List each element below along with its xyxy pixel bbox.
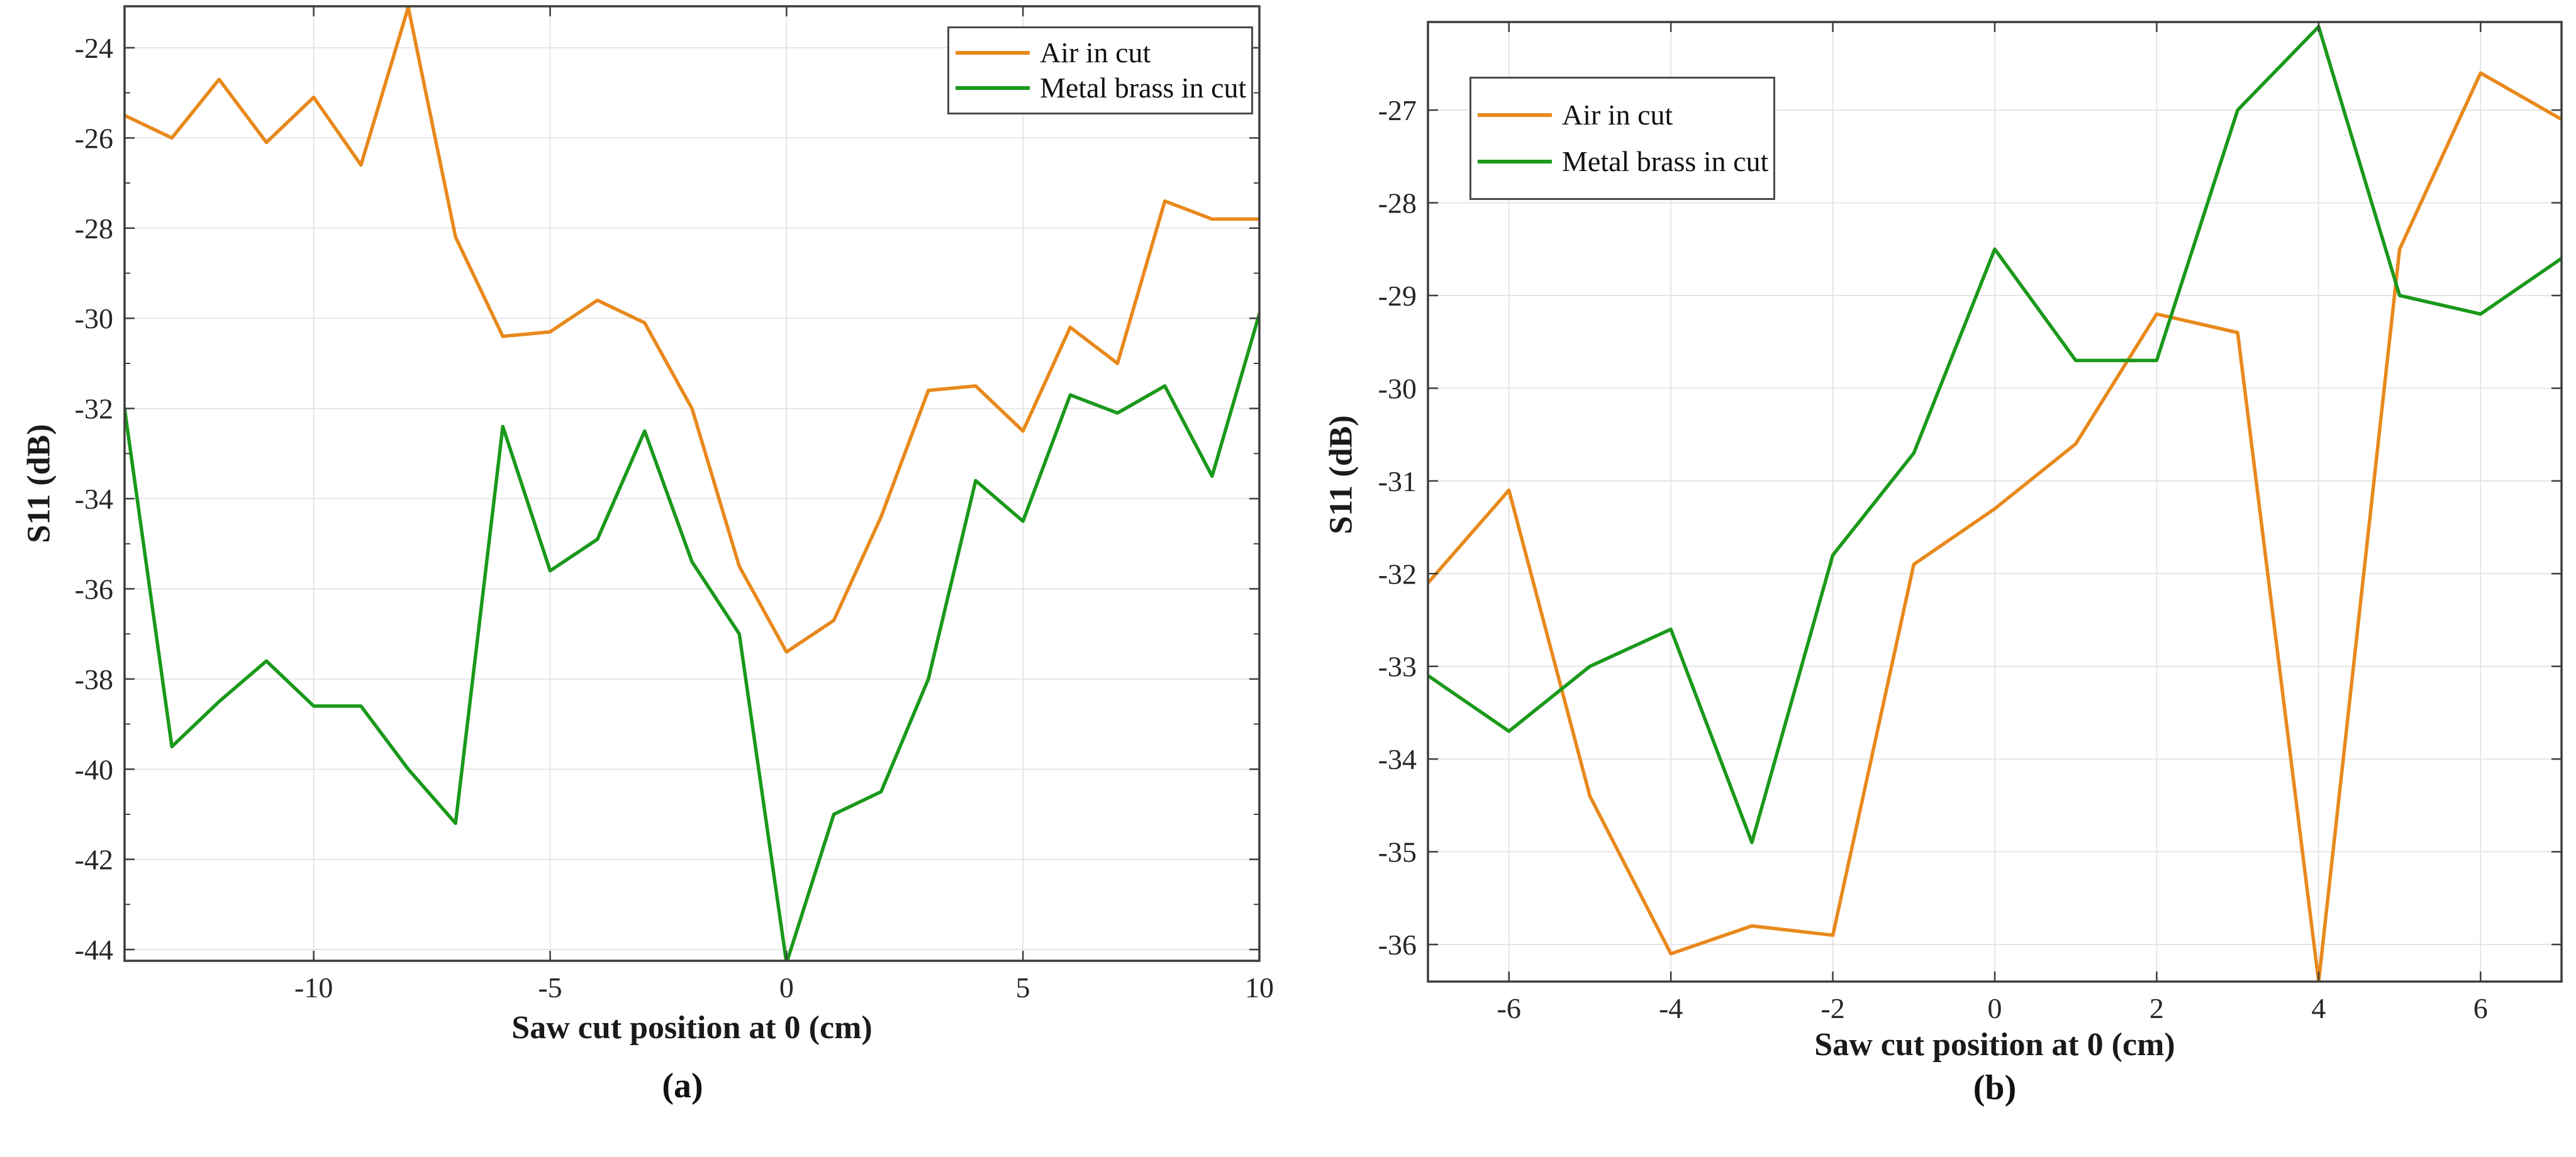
y-tick-label: -30 bbox=[75, 302, 113, 335]
x-tick-label: 2 bbox=[2149, 992, 2164, 1024]
legend-row: Air in cut bbox=[1478, 98, 1767, 131]
x-tick-label: 5 bbox=[1016, 972, 1030, 1004]
y-tick-label: -40 bbox=[75, 753, 113, 785]
x-tick-label: -5 bbox=[538, 972, 562, 1004]
y-tick-label: -31 bbox=[1378, 465, 1417, 497]
y-tick-label: -24 bbox=[75, 32, 113, 64]
chart-a-legend: Air in cut Metal brass in cut bbox=[947, 26, 1253, 114]
y-tick-label: -36 bbox=[1378, 929, 1417, 961]
chart-b-caption: (b) bbox=[1973, 1068, 2017, 1107]
legend-label-brass: Metal brass in cut bbox=[1562, 145, 1769, 178]
y-tick-label: -35 bbox=[1378, 836, 1417, 868]
air-in-cut-line-swatch bbox=[1478, 113, 1552, 117]
chart-b-x-axis-label: Saw cut position at 0 (cm) bbox=[1814, 1027, 2175, 1063]
y-tick-label: -27 bbox=[1378, 94, 1417, 126]
legend-label-air: Air in cut bbox=[1040, 36, 1151, 69]
y-tick-label: -42 bbox=[75, 844, 113, 876]
legend-row: Air in cut bbox=[956, 38, 1245, 67]
y-tick-label: -32 bbox=[1378, 558, 1417, 590]
series-line-brass bbox=[125, 312, 1259, 961]
x-tick-label: 0 bbox=[779, 972, 794, 1004]
x-tick-label: -10 bbox=[294, 972, 333, 1004]
x-tick-label: 10 bbox=[1245, 972, 1274, 1004]
x-tick-label: -2 bbox=[1820, 992, 1844, 1024]
legend-row: Metal brass in cut bbox=[1478, 145, 1769, 178]
metal-brass-line-swatch bbox=[1478, 160, 1552, 164]
metal-brass-line-swatch bbox=[956, 86, 1030, 90]
plot-border bbox=[123, 5, 1261, 962]
x-tick-label: 6 bbox=[2473, 992, 2488, 1024]
legend-label-brass: Metal brass in cut bbox=[1040, 72, 1247, 104]
chart-a-y-axis-label: S11 (dB) bbox=[21, 424, 57, 543]
y-tick-label: -26 bbox=[75, 122, 113, 154]
y-tick-label: -34 bbox=[75, 483, 113, 515]
chart-b-y-axis-label: S11 (dB) bbox=[1323, 415, 1359, 534]
y-tick-label: -30 bbox=[1378, 372, 1417, 404]
y-tick-label: -38 bbox=[75, 663, 113, 695]
y-tick-label: -28 bbox=[1378, 187, 1417, 219]
series-line-air bbox=[1428, 71, 2562, 982]
air-in-cut-line-swatch bbox=[956, 51, 1030, 55]
legend-label-air: Air in cut bbox=[1562, 98, 1673, 131]
chart-b-legend: Air in cut Metal brass in cut bbox=[1469, 77, 1775, 200]
x-tick-label: -4 bbox=[1659, 992, 1683, 1024]
y-tick-label: -28 bbox=[75, 213, 113, 245]
y-tick-label: -34 bbox=[1378, 743, 1417, 775]
x-tick-label: 0 bbox=[1988, 992, 2002, 1024]
legend-row: Metal brass in cut bbox=[956, 72, 1247, 104]
y-tick-label: -33 bbox=[1378, 651, 1417, 683]
y-tick-label: -32 bbox=[75, 393, 113, 425]
chart-a-caption: (a) bbox=[662, 1066, 703, 1105]
series-line-air bbox=[125, 6, 1259, 654]
y-tick-label: -29 bbox=[1378, 280, 1417, 312]
y-tick-label: -36 bbox=[75, 573, 113, 605]
x-tick-label: 4 bbox=[2311, 992, 2326, 1024]
series-line-brass bbox=[1428, 25, 2562, 844]
x-tick-label: -6 bbox=[1497, 992, 1521, 1024]
y-tick-label: -44 bbox=[75, 934, 113, 966]
chart-a-x-axis-label: Saw cut position at 0 (cm) bbox=[511, 1010, 873, 1046]
